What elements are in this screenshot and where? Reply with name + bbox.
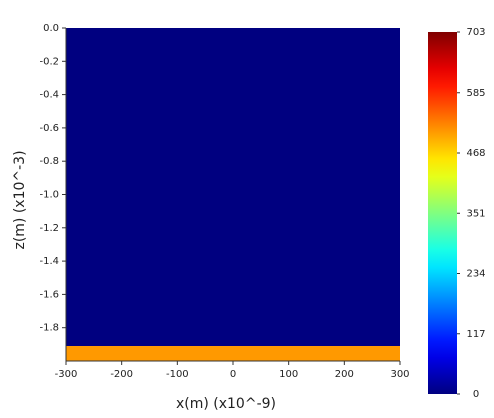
- y-tick-label: -1.8: [39, 323, 59, 334]
- x-tick-label: -300: [55, 369, 78, 380]
- y-tick-label: -1.2: [39, 223, 59, 234]
- y-tick-label: -1.0: [39, 190, 59, 201]
- x-tick-label: 0: [230, 369, 236, 380]
- colorbar-tick-label: 468: [466, 148, 485, 159]
- colorbar-tick-label: 703: [466, 27, 485, 38]
- x-tick-label: -200: [110, 369, 133, 380]
- y-tick-label: -0.4: [39, 90, 59, 101]
- heatmap-cell: [66, 346, 400, 361]
- colorbar-tick-label: 585: [466, 88, 485, 99]
- colorbar-tick-label: 0: [473, 389, 479, 400]
- x-tick-label: 300: [390, 369, 409, 380]
- y-tick-label: -0.2: [39, 56, 59, 67]
- y-axis-label: z(m) (x10^-3): [12, 150, 28, 249]
- x-tick-label: -100: [166, 369, 189, 380]
- y-tick-label: 0.0: [43, 23, 59, 34]
- y-tick-label: -0.6: [39, 123, 59, 134]
- y-tick-label: -1.6: [39, 289, 59, 300]
- colorbar-tick-label: 234: [466, 269, 485, 280]
- colorbar-tick-label: 351: [466, 208, 485, 219]
- y-tick-label: -1.4: [39, 256, 59, 267]
- x-tick-label: 200: [335, 369, 354, 380]
- x-tick-label: 100: [279, 369, 298, 380]
- heatmap-cell: [66, 28, 400, 347]
- colorbar: [428, 32, 457, 394]
- y-tick-label: -0.8: [39, 156, 59, 167]
- colorbar-tick-label: 117: [466, 329, 485, 340]
- x-axis-label: x(m) (x10^-9): [176, 396, 276, 412]
